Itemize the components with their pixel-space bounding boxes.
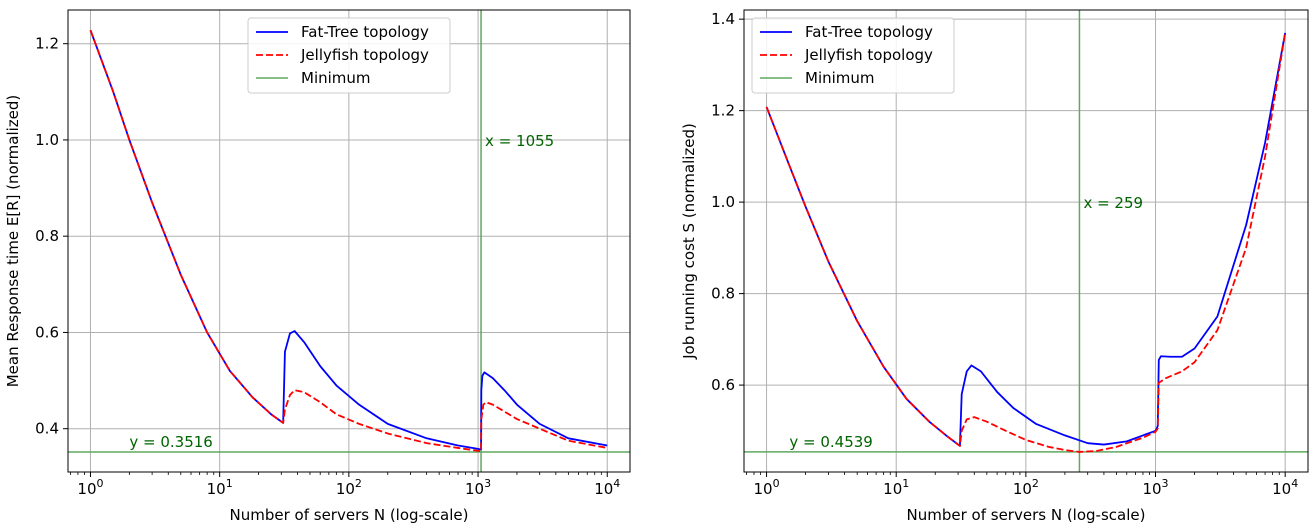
legend: Fat-Tree topology Jellyfish topology Minim… bbox=[751, 17, 955, 94]
y-min-annotation: y = 0.4539 bbox=[789, 433, 872, 451]
x-tick-exponent: 1 bbox=[902, 477, 909, 490]
legend-minimum-label: Minimum bbox=[301, 69, 371, 87]
legend-jellyfish-label: Jellyfish topology bbox=[804, 46, 933, 64]
legend: Fat-Tree topology Jellyfish topology Minim… bbox=[247, 17, 451, 94]
series-line-jellyfish bbox=[765, 32, 1287, 453]
legend-fat-tree-label: Fat-Tree topology bbox=[301, 23, 429, 41]
legend-jellyfish-label: Jellyfish topology bbox=[300, 46, 429, 64]
y-tick-label: 1.0 bbox=[35, 131, 59, 149]
y-tick-label: 0.8 bbox=[711, 285, 735, 303]
legend-fat-tree-label: Fat-Tree topology bbox=[805, 23, 933, 41]
x-tick-label: 104 bbox=[1272, 477, 1298, 498]
x-tick-label: 100 bbox=[77, 477, 103, 498]
x-min-annotation: x = 259 bbox=[1083, 194, 1143, 212]
plot-area bbox=[744, 10, 1308, 472]
x-tick-exponent: 4 bbox=[613, 477, 620, 490]
y-tick-label: 0.4 bbox=[35, 420, 59, 438]
x-tick-exponent: 3 bbox=[1162, 477, 1169, 490]
legend-minimum-label: Minimum bbox=[805, 69, 875, 87]
series-line-fat-tree bbox=[765, 32, 1287, 447]
x-tick-exponent: 4 bbox=[1291, 477, 1298, 490]
x-min-annotation: x = 1055 bbox=[485, 132, 554, 150]
x-tick-label: 102 bbox=[1013, 477, 1039, 498]
x-tick-exponent: 0 bbox=[773, 477, 780, 490]
x-axis-label: Number of servers N (log-scale) bbox=[907, 506, 1146, 524]
x-tick-label: 101 bbox=[883, 477, 909, 498]
x-tick-exponent: 2 bbox=[1032, 477, 1039, 490]
x-tick-label: 104 bbox=[594, 477, 620, 498]
x-tick-exponent: 3 bbox=[484, 477, 491, 490]
legend-box bbox=[751, 17, 955, 94]
y-axis-label: Job running cost S (normalized) bbox=[680, 123, 698, 360]
y-tick-label: 0.6 bbox=[711, 376, 735, 394]
plot-area bbox=[68, 10, 630, 472]
legend-box bbox=[247, 17, 451, 94]
y-tick-label: 1.4 bbox=[711, 10, 735, 28]
x-tick-label: 103 bbox=[1142, 477, 1168, 498]
x-tick-label: 101 bbox=[207, 477, 233, 498]
y-tick-label: 0.8 bbox=[35, 227, 59, 245]
x-tick-exponent: 2 bbox=[355, 477, 362, 490]
x-tick-exponent: 1 bbox=[226, 477, 233, 490]
y-tick-label: 1.2 bbox=[35, 35, 59, 53]
x-tick-exponent: 0 bbox=[97, 477, 104, 490]
x-axis-label: Number of servers N (log-scale) bbox=[230, 506, 469, 524]
y-tick-label: 1.0 bbox=[711, 193, 735, 211]
y-tick-label: 1.2 bbox=[711, 102, 735, 120]
x-tick-label: 102 bbox=[336, 477, 362, 498]
series-line-jellyfish bbox=[89, 29, 608, 453]
y-min-annotation: y = 0.3516 bbox=[129, 433, 212, 451]
x-tick-label: 103 bbox=[465, 477, 491, 498]
x-tick-label: 100 bbox=[754, 477, 780, 498]
y-tick-label: 0.6 bbox=[35, 323, 59, 341]
y-axis-label: Mean Response time E[R] (normalized) bbox=[4, 95, 22, 388]
